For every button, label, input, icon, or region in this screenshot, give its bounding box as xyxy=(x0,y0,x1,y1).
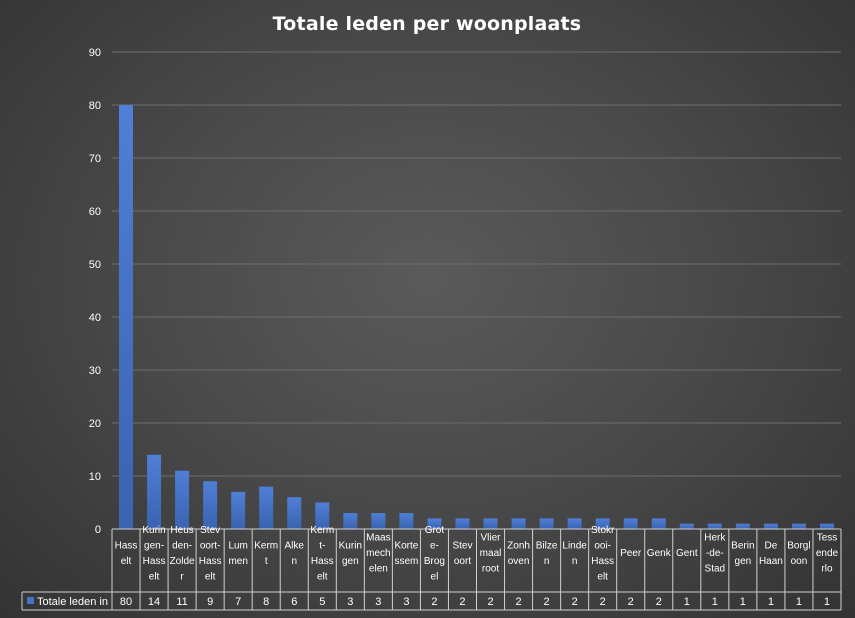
x-category-label: Kerm t xyxy=(254,540,278,567)
data-table-value: 2 xyxy=(572,596,578,608)
bar xyxy=(343,513,358,529)
bar xyxy=(679,523,694,529)
bar xyxy=(483,518,498,529)
data-table-value: 1 xyxy=(796,596,802,608)
x-category-label: Lum men xyxy=(228,540,247,567)
bar xyxy=(315,502,330,529)
x-category-label: Linde n xyxy=(562,540,587,567)
x-category-label: Alke n xyxy=(285,540,305,567)
data-table-value: 6 xyxy=(291,596,297,608)
data-table-value: 14 xyxy=(148,596,160,608)
data-table-value: 2 xyxy=(431,596,437,608)
x-category-label: Stokr ooi-Hass elt xyxy=(591,525,615,583)
data-table-value: 8 xyxy=(263,596,269,608)
x-category-label: Heus den-Zolde r xyxy=(170,525,195,583)
data-table-value: 2 xyxy=(459,596,465,608)
data-table-value: 5 xyxy=(319,596,325,608)
y-tick-label: 40 xyxy=(89,312,101,324)
x-category-label: Berin gen xyxy=(731,540,754,567)
bar xyxy=(427,518,442,529)
data-table-value: 1 xyxy=(824,596,830,608)
bar xyxy=(399,513,414,529)
bar xyxy=(511,518,526,529)
y-tick-label: 90 xyxy=(89,47,101,59)
x-category-label: Hass elt xyxy=(115,540,138,567)
x-category-label: Bilze n xyxy=(536,540,558,567)
bar xyxy=(147,454,162,529)
bar xyxy=(791,523,806,529)
x-category-label: Korte ssem xyxy=(394,540,418,567)
data-table-value: 7 xyxy=(235,596,241,608)
bar xyxy=(623,518,638,529)
bar xyxy=(595,518,610,529)
y-axis: 0 10 20 30 40 50 60 70 80 90 xyxy=(89,47,101,536)
y-tick-label: 60 xyxy=(89,206,101,218)
y-tick-label: 80 xyxy=(89,100,101,112)
bar xyxy=(259,486,274,529)
data-table-value: 1 xyxy=(768,596,774,608)
x-category-label: Zonh oven xyxy=(507,540,530,567)
bar xyxy=(371,513,386,529)
data-table-value: 9 xyxy=(207,596,213,608)
data-table-value: 2 xyxy=(600,596,606,608)
x-category-label: Gent xyxy=(676,548,698,559)
data-table-value: 1 xyxy=(712,596,718,608)
data-table-value: 1 xyxy=(740,596,746,608)
x-category-label: De Haan xyxy=(759,540,783,567)
data-table-value: 2 xyxy=(628,596,634,608)
bar xyxy=(175,470,190,529)
data-table-value: 3 xyxy=(375,596,381,608)
bar xyxy=(763,523,778,529)
bar-series xyxy=(119,105,834,529)
x-category-label: Grot e-Brog el xyxy=(424,525,445,583)
legend-series-name: Totale leden in xyxy=(37,596,108,608)
data-table-value: 80 xyxy=(120,596,132,608)
x-category-label: Stev oort xyxy=(452,540,472,567)
bar xyxy=(819,523,834,529)
x-category-label: Kurin gen-Hass elt xyxy=(142,525,165,583)
data-table-value: 2 xyxy=(544,596,550,608)
bar xyxy=(231,491,246,529)
bar xyxy=(707,523,722,529)
x-category-label: Vlier maal root xyxy=(480,533,502,575)
y-tick-label: 0 xyxy=(95,524,101,536)
data-table-value: 2 xyxy=(656,596,662,608)
x-category-label: Stev oort-Hass elt xyxy=(199,525,222,583)
y-tick-label: 50 xyxy=(89,259,101,271)
y-tick-label: 30 xyxy=(89,365,101,377)
data-table-value: 3 xyxy=(347,596,353,608)
x-category-label: Herk -de-Stad xyxy=(704,533,726,575)
x-category-label: Tess ende rlo xyxy=(816,533,839,575)
bar xyxy=(287,497,302,529)
x-category-label: Kerm t-Hass elt xyxy=(310,525,334,583)
data-table-value: 1 xyxy=(684,596,690,608)
y-tick-label: 70 xyxy=(89,153,101,165)
bar xyxy=(567,518,582,529)
data-table-value: 2 xyxy=(487,596,493,608)
bar xyxy=(455,518,470,529)
x-category-label: Peer xyxy=(620,548,642,559)
chart-title: Totale leden per woonplaats xyxy=(273,13,582,35)
x-category-label: Genk xyxy=(647,548,672,559)
y-tick-label: 10 xyxy=(89,471,101,483)
x-category-label: Kurin gen xyxy=(339,540,362,567)
data-table-value: 11 xyxy=(176,596,187,608)
gridlines xyxy=(112,51,841,530)
bar xyxy=(539,518,554,529)
x-category-label: Maas mech elen xyxy=(366,533,390,575)
data-table-value: 2 xyxy=(515,596,521,608)
bar xyxy=(203,481,218,529)
x-category-label: Borgl oon xyxy=(787,540,810,567)
data-table-value: 3 xyxy=(403,596,409,608)
bar xyxy=(735,523,750,529)
bar xyxy=(651,518,666,529)
legend-swatch xyxy=(27,597,34,604)
bar xyxy=(119,105,134,529)
y-tick-label: 20 xyxy=(89,418,101,430)
